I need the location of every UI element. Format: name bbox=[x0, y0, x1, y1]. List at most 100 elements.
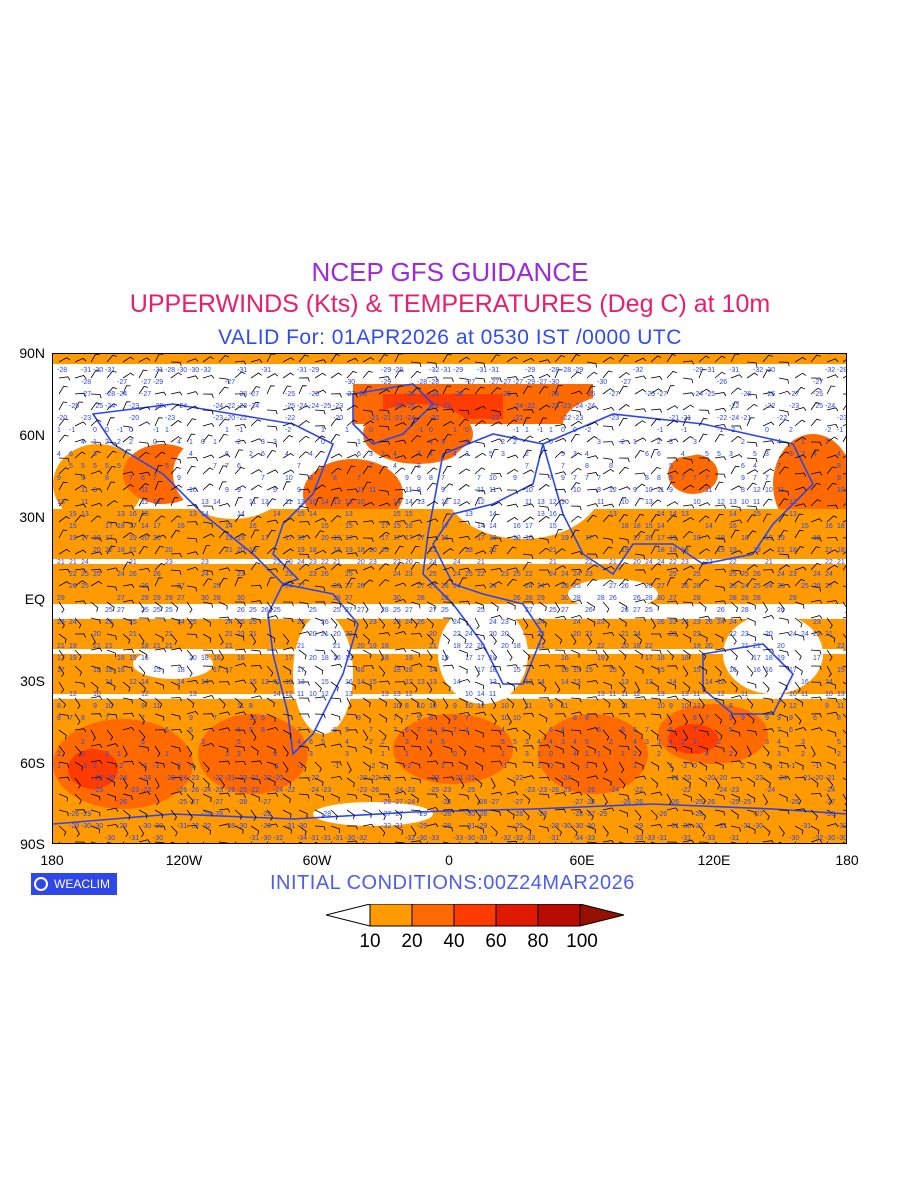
temperature-value: 7 bbox=[213, 715, 217, 722]
wind-barb bbox=[426, 793, 438, 799]
wind-barb bbox=[586, 663, 599, 668]
wind-barb bbox=[250, 419, 262, 427]
temperature-value: 6 bbox=[789, 727, 793, 734]
temperature-value: 9 bbox=[741, 715, 745, 722]
wind-barb bbox=[410, 617, 418, 629]
temperature-value: 19 bbox=[765, 535, 773, 542]
wind-barb bbox=[186, 537, 198, 543]
wind-barb bbox=[570, 551, 583, 555]
temperature-value: 24 bbox=[285, 583, 293, 590]
temperature-value: 25 bbox=[753, 583, 761, 590]
wind-barb bbox=[698, 697, 705, 709]
wind-barb bbox=[826, 617, 833, 629]
wind-barb bbox=[138, 546, 148, 555]
temperature-value: -27 bbox=[501, 379, 511, 386]
wind-barb bbox=[538, 681, 547, 692]
temperature-value: 1 bbox=[633, 439, 637, 446]
wind-barb bbox=[218, 418, 229, 427]
wind-barb bbox=[426, 449, 436, 459]
wind-barb bbox=[506, 840, 518, 843]
wind-barb bbox=[842, 697, 846, 701]
wind-barb bbox=[106, 617, 114, 629]
wind-barb bbox=[138, 777, 149, 785]
temperature-value: 7 bbox=[753, 475, 757, 482]
wind-barb bbox=[298, 649, 307, 660]
temperature-value: 16 bbox=[801, 679, 809, 686]
wind-barb bbox=[682, 649, 691, 660]
wind-barb bbox=[746, 505, 758, 511]
wind-barb bbox=[730, 387, 742, 395]
wind-barb bbox=[570, 505, 582, 511]
wind-barb bbox=[826, 536, 839, 542]
wind-barb bbox=[170, 553, 182, 558]
temperature-value: 5 bbox=[501, 739, 505, 746]
wind-barb bbox=[682, 377, 694, 384]
temperature-value: 21 bbox=[549, 547, 557, 554]
temperature-value: -24 bbox=[297, 403, 307, 410]
temperature-value: -29 bbox=[381, 367, 391, 374]
wind-barb bbox=[442, 497, 452, 507]
wind-barb bbox=[826, 777, 834, 789]
temperature-value: -21 bbox=[249, 775, 259, 782]
wind-barb bbox=[778, 553, 790, 559]
wind-barb bbox=[410, 370, 421, 379]
temperature-value: 14 bbox=[537, 679, 545, 686]
wind-barb bbox=[298, 713, 310, 718]
temperature-value: 15 bbox=[393, 523, 401, 530]
temperature-value: 17 bbox=[285, 535, 293, 542]
wind-barb bbox=[58, 729, 67, 740]
wind-barb bbox=[778, 361, 790, 367]
wind-barb bbox=[490, 487, 503, 492]
wind-barb bbox=[730, 665, 739, 676]
temperature-value: -23 bbox=[357, 787, 367, 794]
temperature-value: 17 bbox=[645, 655, 653, 662]
wind-barb bbox=[746, 809, 757, 817]
wind-barb bbox=[634, 840, 646, 843]
wind-barb bbox=[570, 515, 582, 523]
wind-barb bbox=[666, 385, 675, 395]
lat-label-30n: 30N bbox=[19, 509, 45, 525]
wind-barb bbox=[154, 404, 167, 411]
wind-barb bbox=[170, 728, 183, 734]
wind-barb bbox=[394, 488, 407, 494]
temperature-value: 20 bbox=[93, 631, 101, 638]
wind-barb bbox=[282, 713, 293, 720]
wind-barb bbox=[490, 777, 496, 790]
temperature-value: 8 bbox=[333, 475, 337, 482]
temperature-value: -31 bbox=[801, 823, 811, 830]
wind-barb bbox=[298, 505, 309, 512]
wind-barb bbox=[74, 728, 87, 733]
temperature-value: 15 bbox=[69, 523, 77, 530]
wind-barb bbox=[74, 392, 87, 397]
wind-barb bbox=[154, 745, 161, 758]
temperature-value: -32 bbox=[357, 835, 367, 842]
wind-barb bbox=[74, 697, 81, 710]
wind-barb bbox=[298, 377, 310, 382]
wind-barb bbox=[186, 521, 198, 526]
temperature-value: 7 bbox=[477, 475, 481, 482]
temperature-value: -21 bbox=[741, 415, 751, 422]
temperature-value: -30 bbox=[681, 823, 691, 830]
wind-barb bbox=[682, 436, 694, 443]
wind-barb bbox=[810, 727, 823, 732]
wind-barb bbox=[442, 483, 454, 491]
wind-barb bbox=[282, 561, 291, 571]
temperature-value: -31 bbox=[153, 367, 163, 374]
temperature-value: 24 bbox=[717, 619, 725, 626]
wind-barb bbox=[458, 649, 468, 658]
temperature-value: -22 bbox=[93, 775, 103, 782]
temperature-value: 10 bbox=[621, 499, 629, 506]
temperature-value: 3 bbox=[525, 739, 529, 746]
wind-barb bbox=[250, 545, 260, 555]
wind-barb bbox=[842, 519, 846, 523]
temperature-value: -26 bbox=[585, 799, 595, 806]
wind-barb bbox=[314, 617, 324, 626]
wind-barb bbox=[650, 729, 659, 740]
wind-barb bbox=[378, 489, 390, 496]
temperature-value: 17 bbox=[105, 535, 113, 542]
wind-barb bbox=[522, 601, 534, 606]
temperature-value: 22 bbox=[453, 631, 461, 638]
wind-barb bbox=[266, 547, 278, 555]
temperature-value: 7 bbox=[525, 463, 529, 470]
wind-barb bbox=[330, 487, 343, 492]
